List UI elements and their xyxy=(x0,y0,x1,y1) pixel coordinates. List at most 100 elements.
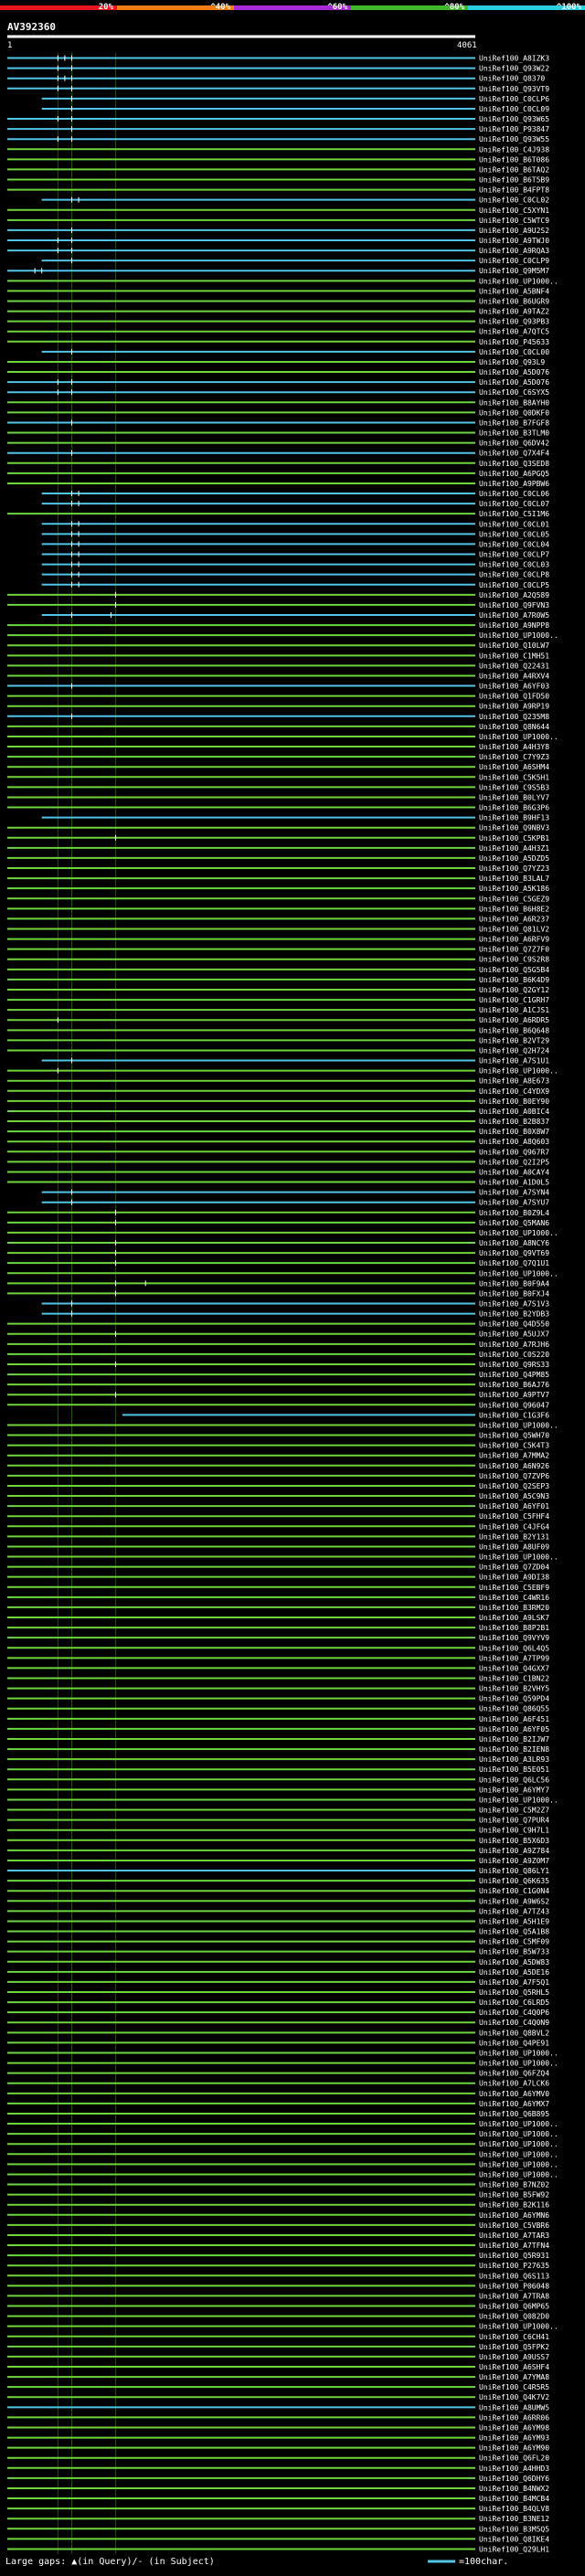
hit-row: UniRef100_Q2SEP3 xyxy=(7,1482,549,1490)
hit-row: UniRef100_UP1000.. xyxy=(7,1796,558,1804)
hit-label: UniRef100_A6F451 xyxy=(479,1715,549,1723)
scale-end-label: 4061 xyxy=(457,41,477,50)
hit-row: UniRef100_A6YM93 xyxy=(7,2434,549,2443)
hit-row: UniRef100_Q6L4Q5 xyxy=(7,1644,549,1652)
hit-row: UniRef100_B6K4D9 xyxy=(7,976,549,984)
hit-label: UniRef100_C5K4T3 xyxy=(479,1442,549,1450)
hit-row: UniRef100_Q4GXX7 xyxy=(7,1664,549,1672)
hit-row: UniRef100_P27635 xyxy=(7,2262,549,2270)
hit-label: UniRef100_Q6DV42 xyxy=(479,440,549,448)
hit-row: UniRef100_C1G0N4 xyxy=(7,1887,549,1895)
hit-label: UniRef100_Q10LW7 xyxy=(479,641,549,650)
hit-row: UniRef100_A9Z0M7 xyxy=(7,1857,549,1865)
hit-label: UniRef100_B0X8W7 xyxy=(479,1128,549,1136)
hit-label: UniRef100_B8AYH0 xyxy=(479,398,549,407)
hit-label: UniRef100_Q93L9 xyxy=(479,358,545,366)
hit-row: UniRef100_A6R237 xyxy=(7,915,549,923)
hit-label: UniRef100_A6YM93 xyxy=(479,2434,549,2443)
hit-label: UniRef100_C1GRH7 xyxy=(479,996,549,1004)
hit-row: UniRef100_A8UF09 xyxy=(7,1542,549,1551)
hit-label: UniRef100_A9RQA3 xyxy=(479,247,549,255)
hit-row: UniRef100_A7YMA8 xyxy=(7,2373,549,2381)
hit-row: UniRef100_C0S220 xyxy=(7,1351,549,1359)
hit-label: UniRef100_A7TZ43 xyxy=(479,1907,549,1915)
hit-row: UniRef100_A8NCY6 xyxy=(7,1239,549,1247)
hit-row: UniRef100_A6SHF4 xyxy=(7,2363,549,2371)
hit-label: UniRef100_Q4PM85 xyxy=(479,1371,549,1379)
hit-row: UniRef100_A6YM98 xyxy=(7,2423,549,2432)
hit-row: UniRef100_Q9M5M7 xyxy=(7,267,549,275)
hit-label: UniRef100_C1G0N4 xyxy=(479,1887,549,1895)
hit-label: UniRef100_Q7Q1U1 xyxy=(479,1259,549,1267)
hit-label: UniRef100_C5WTC9 xyxy=(479,217,549,225)
hit-label: UniRef100_A6YMY7 xyxy=(479,1786,549,1794)
hit-row: UniRef100_B8AYH0 xyxy=(7,398,549,407)
hit-row: UniRef100_B6T086 xyxy=(7,155,549,164)
hit-row: UniRef100_A6YMN6 xyxy=(7,2211,549,2220)
hit-label: UniRef100_A6SHF4 xyxy=(479,2363,549,2371)
hit-label: UniRef100_A4H3Y8 xyxy=(479,743,549,751)
hit-row: UniRef100_UP1000.. xyxy=(7,2130,558,2138)
legend-label: ^100% xyxy=(557,3,582,12)
hit-label: UniRef100_B8P2B1 xyxy=(479,1624,549,1632)
hit-label: UniRef100_A7QTC5 xyxy=(479,328,549,336)
legend-segment xyxy=(234,5,351,10)
hit-label: UniRef100_C1BN22 xyxy=(479,1674,549,1682)
hit-row: UniRef100_C1BN22 xyxy=(7,1674,549,1682)
hit-row: UniRef100_C5FHF4 xyxy=(7,1512,549,1521)
hit-label: UniRef100_A8IZK3 xyxy=(479,55,549,63)
hit-row: UniRef100_A4H3Y8 xyxy=(7,743,549,751)
hit-row: UniRef100_C0CLP8 xyxy=(41,571,549,579)
hit-row: UniRef100_Q7YZ23 xyxy=(7,864,549,873)
hit-row: UniRef100_C6SYX5 xyxy=(7,388,549,397)
hit-label: UniRef100_B3NE12 xyxy=(479,2515,549,2523)
hit-label: UniRef100_C4R5R5 xyxy=(479,2383,549,2391)
hit-row: UniRef100_C5VBR6 xyxy=(7,2221,549,2230)
hit-row: UniRef100_UP1000.. xyxy=(7,2049,558,2057)
hit-label: UniRef100_A6N926 xyxy=(479,1462,549,1470)
hit-row: UniRef100_P93847 xyxy=(7,125,549,133)
hit-row: UniRef100_C9H7L1 xyxy=(7,1827,549,1835)
hit-label: UniRef100_C9S5B3 xyxy=(479,783,549,791)
hit-label: UniRef100_Q082D0 xyxy=(479,2313,549,2321)
legend-segment xyxy=(117,5,234,10)
hit-label: UniRef100_Q8370 xyxy=(479,75,545,83)
hit-row: UniRef100_A6YF03 xyxy=(7,683,549,691)
hit-row: UniRef100_Q8IKE4 xyxy=(7,2535,549,2543)
hit-label: UniRef100_A7S1V3 xyxy=(479,1300,549,1309)
hit-row: UniRef100_C0CL04 xyxy=(41,540,549,548)
hit-row: UniRef100_Q0DKF0 xyxy=(7,408,549,417)
hit-label: UniRef100_Q9NBV3 xyxy=(479,824,549,832)
hit-row: UniRef100_A6RDR5 xyxy=(7,1016,549,1024)
hit-label: UniRef100_UP1000.. xyxy=(479,631,558,640)
hit-label: UniRef100_A7TAR3 xyxy=(479,2231,549,2240)
hit-row: UniRef100_A6YM90 xyxy=(7,2444,549,2453)
hit-label: UniRef100_UP1000.. xyxy=(479,2140,558,2148)
hit-row: UniRef100_A7MMA2 xyxy=(7,1452,549,1460)
hit-label: UniRef100_B2VHY5 xyxy=(479,1685,549,1693)
hit-rows: UniRef100_A8IZK3 UniRef100_Q93W22 UniRef10… xyxy=(7,53,558,2554)
hit-label: UniRef100_A7TP99 xyxy=(479,1654,549,1662)
hit-row: UniRef100_A6RR06 xyxy=(7,2413,549,2422)
hit-label: UniRef100_Q5FPK2 xyxy=(479,2343,549,2351)
hit-row: UniRef100_A7F5Q1 xyxy=(7,1978,549,1987)
hit-row: UniRef100_Q6FL20 xyxy=(7,2454,549,2463)
hit-label: UniRef100_A4RXV4 xyxy=(479,672,549,680)
hit-row: UniRef100_A4HHD3 xyxy=(7,2465,549,2473)
hit-label: UniRef100_A5K186 xyxy=(479,885,549,893)
hit-row: UniRef100_A8Q603 xyxy=(7,1138,549,1146)
hit-label: UniRef100_C4J938 xyxy=(479,145,549,154)
hit-label: UniRef100_Q2H724 xyxy=(479,1046,549,1055)
hit-label: UniRef100_C0CLP8 xyxy=(479,571,549,579)
hit-row: UniRef100_Q5R931 xyxy=(7,2252,549,2260)
hit-row: UniRef100_C5MF09 xyxy=(7,1938,549,1946)
hit-label: UniRef100_P06048 xyxy=(479,2282,549,2290)
hit-label: UniRef100_A7MMA2 xyxy=(479,1452,549,1460)
hit-row: UniRef100_A6F451 xyxy=(7,1715,549,1723)
hit-label: UniRef100_B5W733 xyxy=(479,1948,549,1956)
hit-row: UniRef100_B6T5B9 xyxy=(7,176,549,185)
hit-label: UniRef100_B0F9A4 xyxy=(479,1279,549,1288)
legend-segment xyxy=(468,5,585,10)
hit-label: UniRef100_A6YM98 xyxy=(479,2423,549,2432)
hit-row: UniRef100_A6N926 xyxy=(7,1462,549,1470)
